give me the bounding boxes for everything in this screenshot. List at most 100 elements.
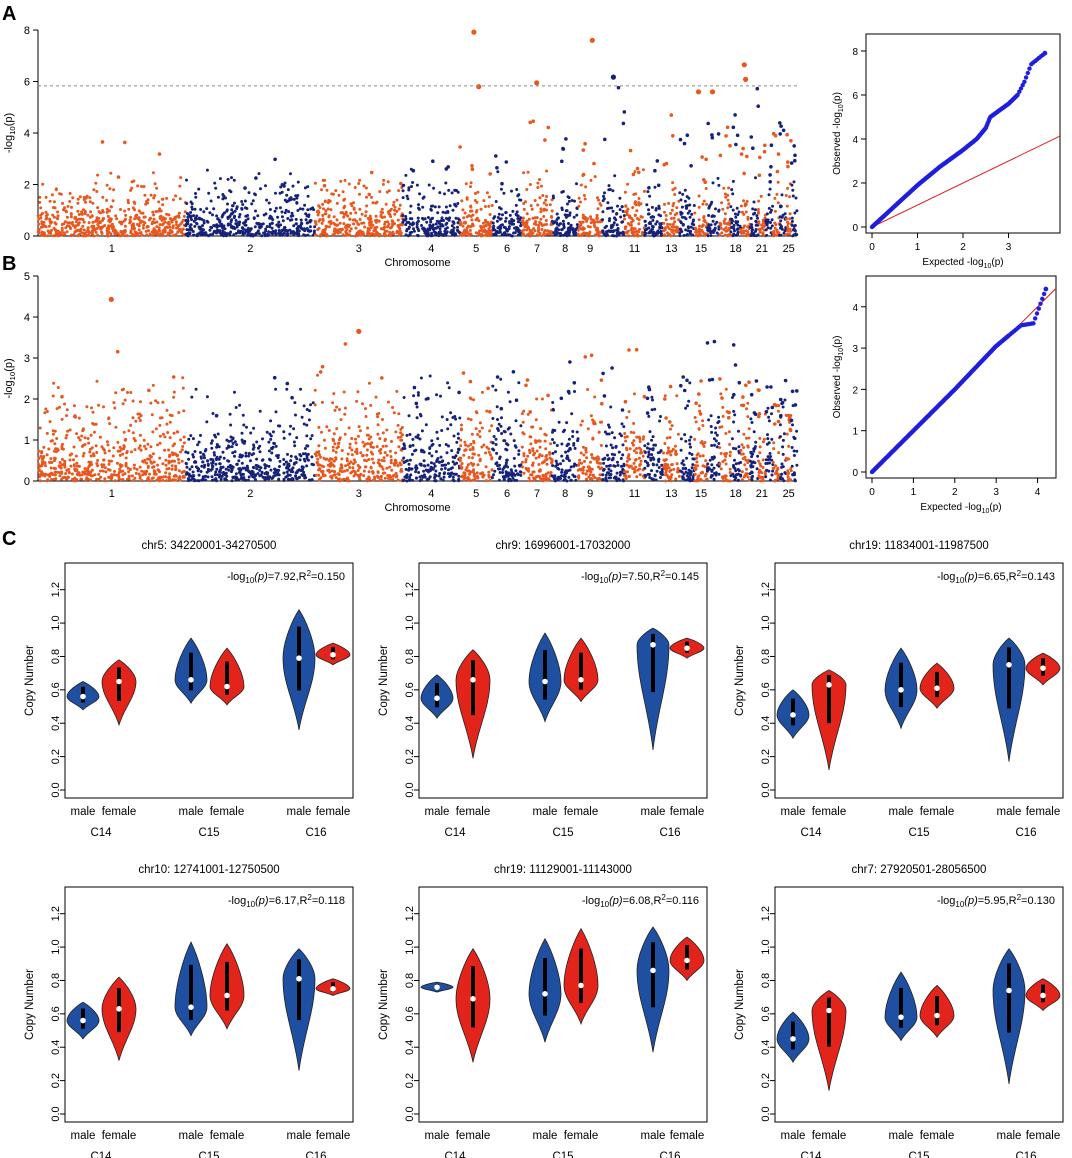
snp-point (229, 220, 233, 224)
snp-point (106, 234, 110, 238)
snp-point (365, 204, 369, 208)
snp-point (193, 460, 196, 464)
snp-point (389, 215, 393, 219)
snp-point (47, 224, 51, 228)
snp-point (72, 458, 75, 462)
snp-point (560, 470, 564, 474)
snp-point (627, 234, 631, 238)
snp-point (342, 215, 346, 219)
snp-point (170, 464, 174, 468)
snp-point (644, 228, 648, 231)
snp-point (375, 445, 379, 449)
snp-point (629, 223, 633, 227)
snp-point (588, 231, 592, 235)
snp-point (268, 225, 272, 229)
snp-point (129, 231, 133, 235)
snp-point (351, 466, 355, 470)
snp-point (88, 447, 92, 451)
snp-point (445, 226, 449, 230)
snp-point (422, 469, 426, 473)
snp-point (507, 227, 511, 231)
snp-point (583, 215, 587, 219)
snp-point (426, 216, 430, 219)
snp-point (769, 226, 773, 230)
snp-point (659, 224, 663, 228)
snp-point (573, 462, 577, 466)
snp-point (356, 434, 360, 438)
snp-point (190, 218, 194, 222)
snp-point (416, 393, 420, 397)
snp-point (292, 224, 296, 228)
snp-point (410, 185, 413, 188)
snp-point (535, 233, 539, 237)
snp-point (168, 413, 172, 417)
snp-point (399, 427, 403, 431)
snp-point (107, 416, 111, 420)
snp-point (344, 464, 348, 468)
snp-point (312, 208, 316, 212)
top-hit-point (534, 80, 540, 86)
snp-point (787, 232, 791, 236)
snp-point (455, 461, 459, 465)
snp-point (492, 435, 496, 438)
snp-point (544, 219, 548, 222)
snp-point (91, 422, 95, 425)
snp-point (528, 448, 531, 452)
snp-point (494, 443, 498, 446)
snp-point (468, 379, 473, 384)
snp-point (343, 342, 348, 346)
snp-point (142, 185, 146, 188)
snp-point (497, 478, 501, 482)
snp-point (392, 200, 396, 204)
snp-point (438, 191, 442, 195)
snp-point (534, 456, 538, 460)
snp-point (163, 448, 167, 452)
snp-point (60, 445, 64, 449)
qq-points (869, 50, 1048, 230)
snp-point (115, 217, 119, 221)
snp-point (791, 188, 795, 192)
snp-point (450, 228, 454, 232)
snp-point (392, 411, 396, 415)
snp-point (354, 441, 358, 445)
snp-point (245, 425, 248, 429)
snp-point (340, 228, 344, 232)
snp-point (130, 474, 134, 478)
snp-point (159, 214, 163, 218)
snp-point (233, 390, 236, 394)
snp-point (682, 234, 686, 237)
snp-point (405, 459, 409, 463)
snp-point (579, 183, 583, 187)
snp-point (158, 229, 161, 233)
snp-point (42, 445, 46, 449)
snp-point (274, 206, 278, 210)
snp-point (790, 219, 794, 223)
snp-point (191, 437, 195, 441)
snp-point (223, 227, 227, 231)
snp-point (87, 230, 91, 234)
snp-point (356, 390, 360, 394)
snp-point (392, 203, 395, 207)
snp-point (100, 232, 104, 235)
snp-point (618, 208, 622, 212)
snp-point (83, 443, 87, 446)
snp-point (754, 208, 757, 212)
snp-point (726, 193, 730, 197)
snp-point (273, 157, 277, 162)
snp-point (706, 121, 710, 126)
snp-point (130, 180, 134, 184)
snp-point (731, 179, 735, 183)
snp-point (60, 417, 64, 421)
snp-point (526, 170, 530, 174)
snp-point (712, 214, 716, 218)
snp-point (611, 189, 615, 193)
snp-point (45, 431, 49, 435)
snp-point (302, 227, 306, 231)
snp-point (246, 217, 250, 221)
snp-point (506, 473, 510, 477)
snp-point (733, 229, 736, 233)
snp-point (457, 448, 461, 452)
snp-point (340, 478, 344, 482)
top-hit-point (695, 89, 702, 95)
snp-point (244, 478, 248, 482)
